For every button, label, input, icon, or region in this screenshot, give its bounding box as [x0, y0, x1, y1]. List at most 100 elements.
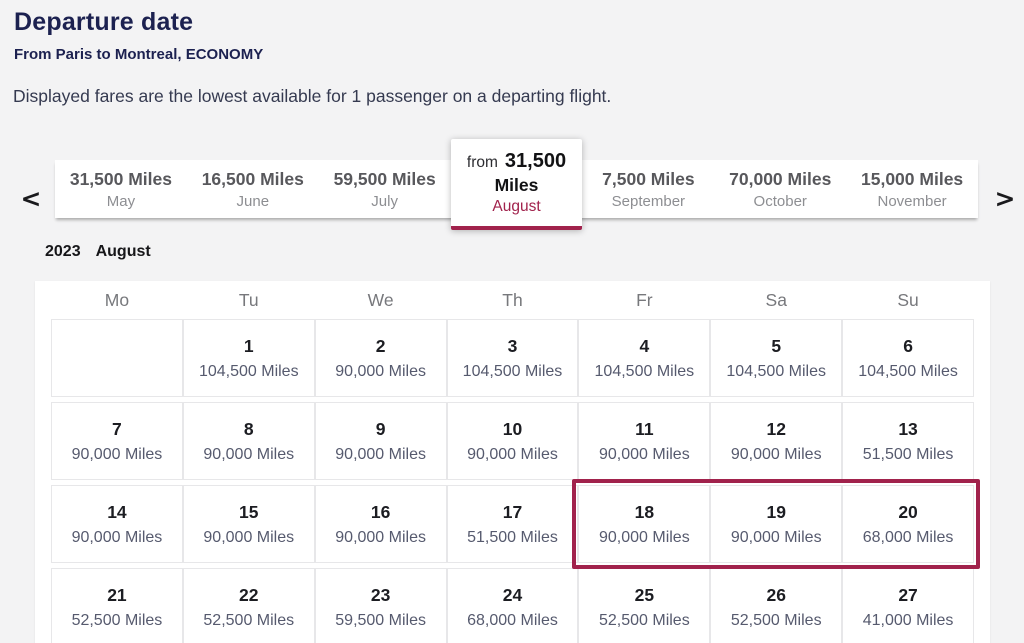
- month-tab-october[interactable]: 70,000 Miles October: [714, 160, 846, 218]
- weekday-we: We: [367, 289, 394, 310]
- day-number: 12: [766, 418, 786, 439]
- day-miles: 68,000 Miles: [862, 529, 954, 547]
- day-miles: 68,000 Miles: [467, 612, 558, 630]
- month-tab-may[interactable]: 31,500 Miles May: [55, 160, 187, 218]
- day-number: 1: [243, 335, 254, 356]
- calendar-day-cell-highlighted[interactable]: 18 90,000 Miles: [578, 485, 711, 563]
- day-miles: 90,000 Miles: [203, 446, 295, 464]
- calendar-day-cell[interactable]: 13 51,500 Miles: [842, 402, 974, 480]
- day-number: 19: [766, 501, 786, 522]
- day-number: 4: [639, 335, 650, 356]
- month-miles: 15,000 Miles: [861, 168, 964, 189]
- day-number: 21: [107, 584, 127, 605]
- day-miles: 90,000 Miles: [335, 363, 426, 381]
- month-from-line: from 31,500: [467, 150, 566, 173]
- day-number: 14: [107, 501, 127, 522]
- day-number: 25: [634, 584, 655, 605]
- day-miles: 104,500 Miles: [198, 363, 299, 381]
- fare-info-text: Displayed fares are the lowest available…: [13, 86, 612, 106]
- month-miles: 7,500 Miles: [602, 168, 695, 189]
- day-number: 6: [903, 335, 913, 356]
- weekday-sa: Sa: [765, 289, 787, 310]
- calendar-day-cell[interactable]: 11 90,000 Miles: [578, 402, 711, 480]
- calendar-day-cell[interactable]: 3 104,500 Miles: [446, 319, 579, 397]
- calendar-day-cell[interactable]: 16 90,000 Miles: [314, 485, 447, 563]
- day-number: 11: [635, 418, 654, 439]
- month-tab-september[interactable]: 7,500 Miles September: [582, 160, 714, 218]
- month-miles: 70,000 Miles: [729, 168, 832, 189]
- calendar-day-cell[interactable]: 10 90,000 Miles: [446, 402, 579, 480]
- calendar-day-cell[interactable]: 15 90,000 Miles: [182, 485, 315, 563]
- calendar-day-cell[interactable]: 25 52,500 Miles: [578, 568, 711, 643]
- calendar-day-cell[interactable]: 5 104,500 Miles: [710, 319, 843, 397]
- day-number: 17: [502, 501, 523, 522]
- month-name: September: [611, 192, 686, 210]
- day-number: 15: [239, 501, 259, 522]
- month-name: October: [753, 192, 807, 210]
- month-tab-november[interactable]: 15,000 Miles November: [846, 160, 978, 218]
- month-miles: 16,500 Miles: [201, 168, 304, 189]
- calendar-day-cell[interactable]: 8 90,000 Miles: [182, 402, 315, 480]
- calendar-day-cell[interactable]: 24 68,000 Miles: [446, 568, 579, 643]
- day-number: 2: [375, 335, 386, 356]
- day-number: 26: [766, 584, 786, 605]
- weekday-fr: Fr: [636, 289, 653, 310]
- calendar-day-cell[interactable]: 12 90,000 Miles: [710, 402, 843, 480]
- calendar: Mo Tu We Th Fr Sa Su 1 104,500 Miles 2 9…: [35, 281, 990, 643]
- month-name: August: [492, 197, 541, 215]
- day-number: 16: [370, 501, 391, 522]
- month-carousel-bar: 31,500 Miles May 16,500 Miles June 59,50…: [55, 139, 978, 230]
- calendar-day-cell-highlighted[interactable]: 19 90,000 Miles: [710, 485, 843, 563]
- day-miles: 104,500 Miles: [858, 363, 958, 381]
- calendar-day-cell[interactable]: 26 52,500 Miles: [710, 568, 843, 643]
- calendar-day-cell[interactable]: 22 52,500 Miles: [182, 568, 315, 643]
- day-miles: 90,000 Miles: [467, 446, 558, 464]
- weekday-tu: Tu: [238, 289, 259, 310]
- weekday-su: Su: [897, 289, 919, 310]
- chevron-left-icon[interactable]: <: [14, 182, 48, 216]
- day-miles: 90,000 Miles: [730, 529, 822, 547]
- month-tab-june[interactable]: 16,500 Miles June: [187, 160, 319, 218]
- calendar-cell-empty: [51, 319, 183, 397]
- calendar-month: August: [95, 243, 151, 260]
- weekday-th: Th: [502, 289, 523, 310]
- calendar-day-cell[interactable]: 6 104,500 Miles: [842, 319, 974, 397]
- calendar-day-cell[interactable]: 14 90,000 Miles: [51, 485, 183, 563]
- day-number: 23: [370, 584, 391, 605]
- calendar-day-cell[interactable]: 27 41,000 Miles: [842, 568, 974, 643]
- day-miles: 104,500 Miles: [726, 363, 827, 381]
- calendar-day-cell[interactable]: 4 104,500 Miles: [578, 319, 711, 397]
- month-miles: 59,500 Miles: [333, 168, 436, 189]
- calendar-day-cell[interactable]: 9 90,000 Miles: [314, 402, 447, 480]
- day-number: 24: [502, 584, 523, 605]
- day-number: 22: [239, 584, 259, 605]
- day-miles: 90,000 Miles: [335, 446, 426, 464]
- day-miles: 52,500 Miles: [203, 612, 295, 630]
- day-number: 7: [112, 418, 122, 439]
- day-miles: 90,000 Miles: [203, 529, 295, 547]
- calendar-day-cell[interactable]: 21 52,500 Miles: [51, 568, 183, 643]
- day-miles: 59,500 Miles: [335, 612, 426, 630]
- calendar-day-cell[interactable]: 7 90,000 Miles: [51, 402, 183, 480]
- calendar-caption: 2023 August: [45, 243, 151, 261]
- from-label: from: [466, 153, 498, 171]
- calendar-day-cell[interactable]: 2 90,000 Miles: [314, 319, 447, 397]
- month-miles-value: 31,500: [504, 149, 567, 172]
- day-number: 13: [898, 418, 918, 439]
- calendar-day-cell[interactable]: 23 59,500 Miles: [314, 568, 447, 643]
- chevron-right-icon[interactable]: >: [988, 182, 1022, 216]
- month-tab-july[interactable]: 59,500 Miles July: [319, 160, 451, 218]
- day-miles: 90,000 Miles: [335, 529, 426, 547]
- calendar-day-cell-highlighted[interactable]: 20 68,000 Miles: [842, 485, 974, 563]
- page-title: Departure date: [14, 8, 194, 36]
- calendar-day-cell[interactable]: 1 104,500 Miles: [182, 319, 315, 397]
- day-miles: 52,500 Miles: [730, 612, 822, 630]
- page-header: Departure date From Paris to Montreal, E…: [14, 8, 263, 63]
- calendar-day-cell[interactable]: 17 51,500 Miles: [446, 485, 579, 563]
- month-name: July: [371, 192, 398, 210]
- month-tab-august-selected[interactable]: from 31,500 Miles August: [450, 139, 583, 230]
- day-miles: 51,500 Miles: [467, 529, 558, 547]
- day-number: 3: [507, 335, 518, 356]
- day-miles: 90,000 Miles: [71, 446, 163, 464]
